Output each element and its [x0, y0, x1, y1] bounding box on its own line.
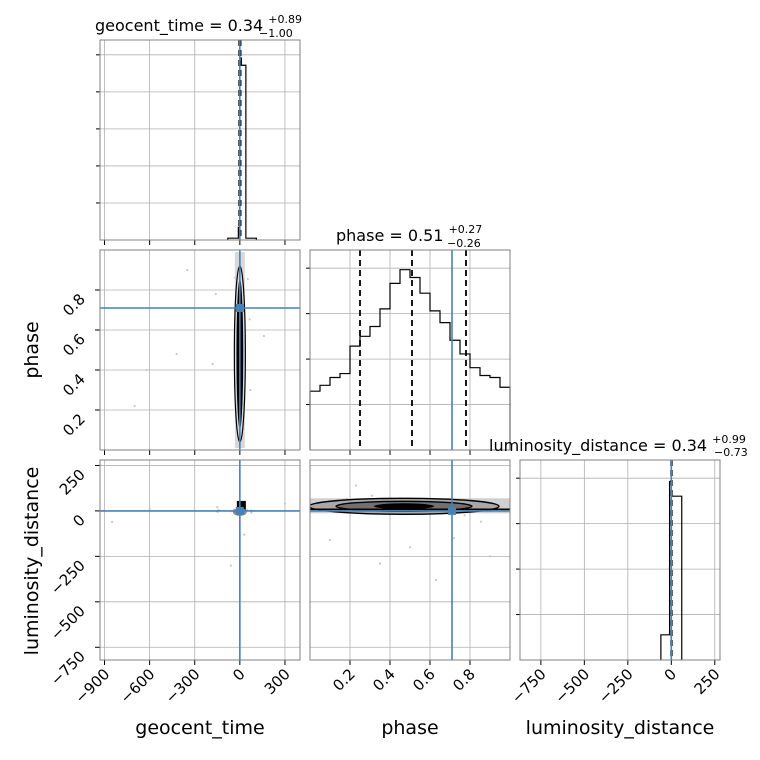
marks-geocent-time-hist — [227, 40, 257, 240]
marks-luminosity-distance-hist — [660, 460, 683, 660]
scatter-point — [148, 507, 151, 511]
ylabel-phase: phase — [21, 321, 43, 378]
grid-luminosity-distance-vs-phase — [310, 460, 510, 665]
scatter-point — [246, 277, 249, 281]
scatter-point — [249, 388, 252, 392]
truth-marker — [235, 506, 244, 515]
title-geocent-time: geocent_time = 0.34 +0.89 — [95, 13, 302, 36]
xlabel-geocent-time: geocent_time — [135, 717, 264, 739]
scatter-point — [110, 520, 114, 523]
scatter-point — [145, 368, 148, 372]
frame-luminosity-distance-vs-geocent-time — [99, 459, 301, 661]
scatter-point — [186, 268, 189, 272]
histogram-geocent-time — [227, 57, 257, 240]
grid-luminosity-distance-vs-geocent-time — [95, 460, 300, 665]
truth-marker — [235, 304, 244, 312]
scatter-point — [408, 546, 412, 549]
scatter-point — [479, 520, 482, 523]
tick-label-geocent-time: 300 — [261, 665, 294, 698]
marks-phase-vs-geocent-time — [100, 250, 300, 450]
panel-phase-vs-geocent-time — [95, 249, 301, 455]
tick-label-luminosity-distance-x: 0 — [661, 665, 680, 684]
tick-label-luminosity-distance-x: −250 — [595, 665, 637, 707]
tick-label-luminosity-distance-y: −250 — [47, 556, 89, 598]
scatter-point — [229, 564, 232, 567]
density-core — [374, 503, 434, 510]
marks-phase-hist — [309, 250, 511, 450]
scatter-point — [488, 555, 492, 558]
tick-label-phase-x: 0.8 — [449, 665, 479, 695]
tick-label-luminosity-distance-y: 250 — [56, 466, 89, 499]
xlabel-luminosity-distance: luminosity_distance — [526, 717, 715, 739]
scatter-point — [378, 562, 382, 565]
scatter-point — [452, 537, 456, 540]
title-phase-minus: −0.26 — [447, 237, 481, 250]
tick-label-luminosity-distance-x: −750 — [508, 665, 550, 707]
scatter-point — [216, 506, 219, 509]
scatter-point — [211, 362, 214, 366]
scatter-point — [175, 352, 178, 356]
tick-label-geocent-time: 0 — [229, 665, 248, 684]
scatter-point — [214, 292, 217, 296]
frame-phase-hist — [309, 249, 511, 451]
frame-luminosity-distance-vs-phase — [309, 459, 511, 661]
grid-luminosity-distance-hist — [516, 460, 720, 665]
tick-label-phase-y: 0.2 — [59, 410, 89, 440]
grid-phase-vs-geocent-time — [95, 250, 300, 455]
scatter-point — [243, 533, 246, 536]
tick-label-luminosity-distance-y: 0 — [69, 511, 88, 530]
scatter-point — [262, 334, 266, 338]
tick-label-geocent-time: −900 — [71, 665, 113, 707]
title-phase: phase = 0.51 +0.27 — [336, 223, 482, 245]
frame-luminosity-distance-hist — [519, 459, 721, 661]
panel-luminosity-distance-vs-geocent-time — [95, 459, 301, 665]
histogram-phase — [309, 269, 511, 450]
title-geocent-time-minus: −1.00 — [259, 27, 293, 40]
scatter-point — [248, 318, 251, 321]
panel-geocent-time-hist — [96, 39, 301, 245]
scatter-point — [328, 538, 332, 542]
scatter-point — [133, 404, 136, 408]
tick-label-geocent-time: −300 — [162, 665, 204, 707]
scatter-point — [434, 578, 438, 582]
scatter-point — [463, 514, 466, 517]
tick-label-geocent-time: −600 — [117, 665, 159, 707]
tick-label-luminosity-distance-x: −500 — [551, 665, 593, 707]
grid-phase-hist — [306, 250, 510, 455]
marks-luminosity-distance-vs-geocent-time — [100, 460, 300, 660]
density-core — [236, 500, 246, 511]
ylabel-luminosity-distance: luminosity_distance — [21, 467, 43, 656]
truth-marker — [448, 506, 456, 515]
tick-label-phase-y: 0.8 — [59, 290, 89, 320]
grid-geocent-time-hist — [96, 40, 300, 245]
title-luminosity-distance: luminosity_distance = 0.34 +0.99 — [489, 433, 746, 456]
tick-label-phase-y: 0.4 — [59, 370, 89, 400]
scatter-point — [354, 484, 358, 487]
tick-label-phase-x: 0.6 — [409, 665, 439, 695]
tick-label-luminosity-distance-y: −500 — [47, 602, 89, 644]
panel-luminosity-distance-vs-phase — [309, 459, 511, 665]
scatter-point — [283, 502, 287, 505]
tick-label-phase-x: 0.4 — [369, 665, 399, 695]
xlabel-phase: phase — [381, 717, 438, 739]
tick-label-phase-x: 0.2 — [329, 665, 359, 695]
panel-phase-hist — [306, 249, 511, 455]
marks-luminosity-distance-vs-phase — [310, 460, 510, 660]
tick-label-luminosity-distance-x: 250 — [691, 665, 724, 698]
scatter-point — [250, 511, 253, 514]
panel-luminosity-distance-hist — [516, 459, 721, 665]
frame-phase-vs-geocent-time — [99, 249, 301, 451]
scatter-point — [370, 494, 374, 497]
tick-label-phase-y: 0.6 — [59, 330, 89, 360]
title-luminosity-distance-minus: −0.73 — [714, 446, 748, 459]
frame-geocent-time-hist — [99, 39, 301, 241]
